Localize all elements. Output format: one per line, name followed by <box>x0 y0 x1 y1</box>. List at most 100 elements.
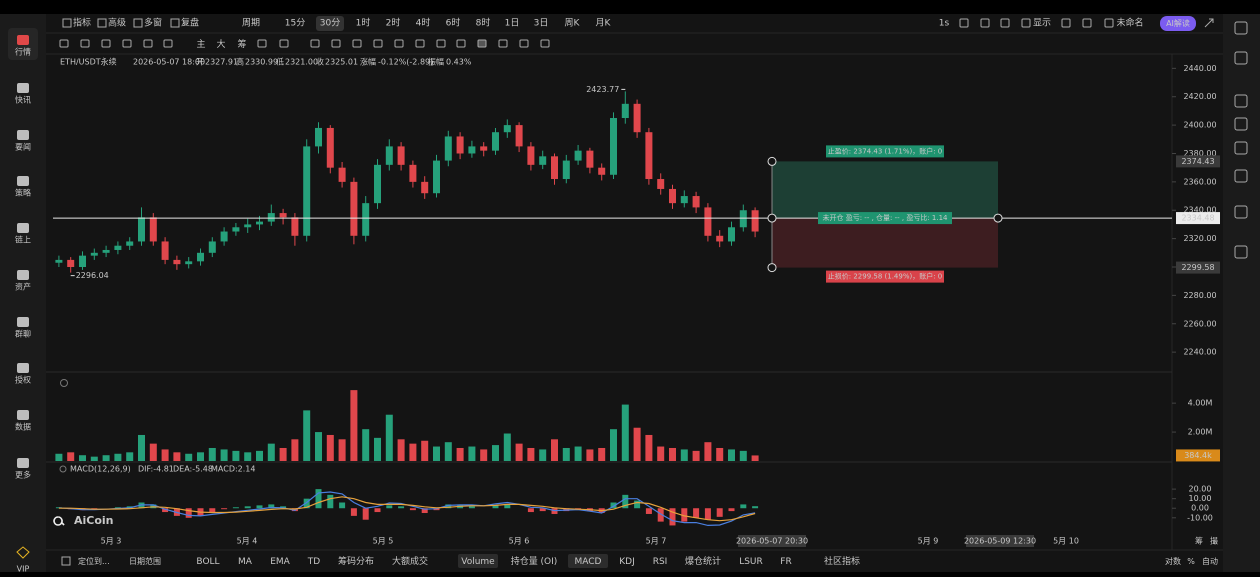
nav-label[interactable]: 群聊 <box>15 329 31 339</box>
draw-tool-text[interactable]: 主 <box>196 38 205 50</box>
indicator-button[interactable]: EMA <box>270 557 290 567</box>
indicator-button[interactable]: 爆仓统计 <box>685 555 721 567</box>
nav-icon[interactable] <box>17 130 29 140</box>
position-handle[interactable] <box>767 263 777 273</box>
period-button[interactable]: 周K <box>565 18 581 29</box>
period-button[interactable]: 1时 <box>356 17 371 29</box>
nav-icon[interactable] <box>17 176 29 186</box>
draw-tool-icon[interactable] <box>59 39 69 48</box>
toolbar-icon[interactable] <box>1000 18 1010 28</box>
nav-icon[interactable] <box>17 83 29 93</box>
toolbar-icon[interactable] <box>1021 18 1031 28</box>
indicator-button[interactable]: MA <box>238 557 253 567</box>
draw-tool-icon[interactable] <box>436 39 446 48</box>
nav-label[interactable]: 行情 <box>15 47 31 57</box>
toolbar-right-button[interactable]: 未命名 <box>1116 17 1143 29</box>
nav-label[interactable]: 要闻 <box>15 143 31 152</box>
indicator-button[interactable]: Volume <box>461 557 495 567</box>
indicator-button[interactable]: FR <box>780 557 791 567</box>
period-button[interactable]: 3日 <box>534 18 549 29</box>
date-range-button[interactable]: 日期范围 <box>129 556 161 566</box>
share-icon[interactable] <box>1204 18 1214 28</box>
draw-tool-icon[interactable] <box>279 39 289 48</box>
period-button[interactable]: 6时 <box>446 17 461 29</box>
tool-button[interactable]: 指标 <box>73 17 91 29</box>
draw-tool-icon[interactable] <box>310 39 320 48</box>
nav-icon[interactable] <box>17 410 29 420</box>
axis-tool[interactable]: 筹 <box>1195 536 1203 546</box>
tool-button[interactable]: 高级 <box>108 17 126 29</box>
period-button[interactable]: 2时 <box>386 17 401 29</box>
nav-label[interactable]: 更多 <box>15 470 31 480</box>
nav-label[interactable]: 快讯 <box>15 95 31 105</box>
ai-button[interactable]: AI解读 <box>1166 18 1190 28</box>
nav-label[interactable]: 策略 <box>15 188 31 198</box>
tool-button[interactable]: 复盘 <box>181 17 199 29</box>
indicator-button[interactable]: RSI <box>653 557 668 567</box>
nav-icon[interactable] <box>17 35 29 45</box>
period-menu[interactable]: 周期 <box>242 18 260 29</box>
draw-tool-icon[interactable] <box>519 39 529 48</box>
indicator-button[interactable]: BOLL <box>196 557 219 567</box>
side-icon[interactable] <box>1234 51 1248 65</box>
toolbar-icon[interactable] <box>959 18 969 28</box>
macd-settings-icon[interactable] <box>59 465 67 473</box>
scale-option[interactable]: 自动 <box>1202 556 1218 566</box>
draw-tool-icon[interactable] <box>394 39 404 48</box>
side-icon[interactable] <box>1234 245 1248 259</box>
draw-tool-icon[interactable] <box>352 39 362 48</box>
toolbar-right-button[interactable]: 1s <box>939 19 950 29</box>
indicator-button[interactable]: 大额成交 <box>392 555 428 567</box>
toolbar-icon[interactable] <box>1104 18 1114 28</box>
toolbar-icon[interactable] <box>980 18 990 28</box>
side-icon[interactable] <box>1234 117 1248 131</box>
draw-tool-icon[interactable] <box>373 39 383 48</box>
indicator-button[interactable]: KDJ <box>619 557 635 567</box>
period-button[interactable]: 30分 <box>320 18 340 29</box>
nav-icon[interactable] <box>17 458 29 468</box>
period-button[interactable]: 1日 <box>505 18 520 29</box>
toolbar-right-button[interactable]: 显示 <box>1033 18 1051 29</box>
nav-label[interactable]: 数据 <box>15 422 31 432</box>
nav-label[interactable]: 资产 <box>15 282 31 292</box>
draw-tool-icon[interactable] <box>163 39 173 48</box>
draw-tool-icon[interactable] <box>122 39 132 48</box>
draw-tool-icon[interactable] <box>80 39 90 48</box>
toolbar-icon[interactable] <box>1061 18 1071 28</box>
side-icon[interactable] <box>1234 205 1248 219</box>
scale-option[interactable]: 对数 <box>1165 556 1181 566</box>
position-handle[interactable] <box>767 156 777 166</box>
side-icon[interactable] <box>1234 21 1248 35</box>
ai-pill[interactable] <box>1160 16 1196 31</box>
side-icon[interactable] <box>1234 169 1248 183</box>
tool-button[interactable]: 多窗 <box>144 17 162 29</box>
draw-tool-icon[interactable] <box>540 39 550 48</box>
indicator-button[interactable]: 筹码分布 <box>338 555 374 567</box>
period-button[interactable]: 15分 <box>285 18 305 29</box>
scale-option[interactable]: % <box>1187 557 1195 566</box>
draw-tool-icon[interactable] <box>143 39 153 48</box>
indicator-button[interactable]: 社区指标 <box>824 555 860 567</box>
indicator-button[interactable]: TD <box>307 557 320 567</box>
indicator-button[interactable]: MACD <box>575 557 602 567</box>
period-button[interactable]: 4时 <box>416 17 431 29</box>
draw-tool-icon[interactable] <box>257 39 267 48</box>
toolbar-icon[interactable] <box>1082 18 1092 28</box>
draw-tool-icon[interactable] <box>415 39 425 48</box>
nav-icon[interactable] <box>17 223 29 233</box>
draw-tool-icon[interactable] <box>477 39 487 48</box>
position-handle[interactable] <box>993 213 1003 223</box>
indicator-button[interactable]: LSUR <box>739 557 763 567</box>
side-icon[interactable] <box>1234 94 1248 108</box>
axis-tool[interactable]: 撮 <box>1210 536 1218 546</box>
draw-tool-icon[interactable] <box>498 39 508 48</box>
nav-label[interactable]: 链上 <box>15 235 31 245</box>
vip-label[interactable]: VIP <box>17 565 30 574</box>
pane-settings-icon[interactable] <box>60 379 68 387</box>
draw-tool-text[interactable]: 大 <box>216 38 225 50</box>
draw-tool-icon[interactable] <box>331 39 341 48</box>
locate-button[interactable]: 定位到... <box>78 556 110 566</box>
indicator-button[interactable]: 持仓量 (OI) <box>511 555 558 567</box>
position-handle[interactable] <box>767 213 777 223</box>
draw-tool-icon[interactable] <box>101 39 111 48</box>
